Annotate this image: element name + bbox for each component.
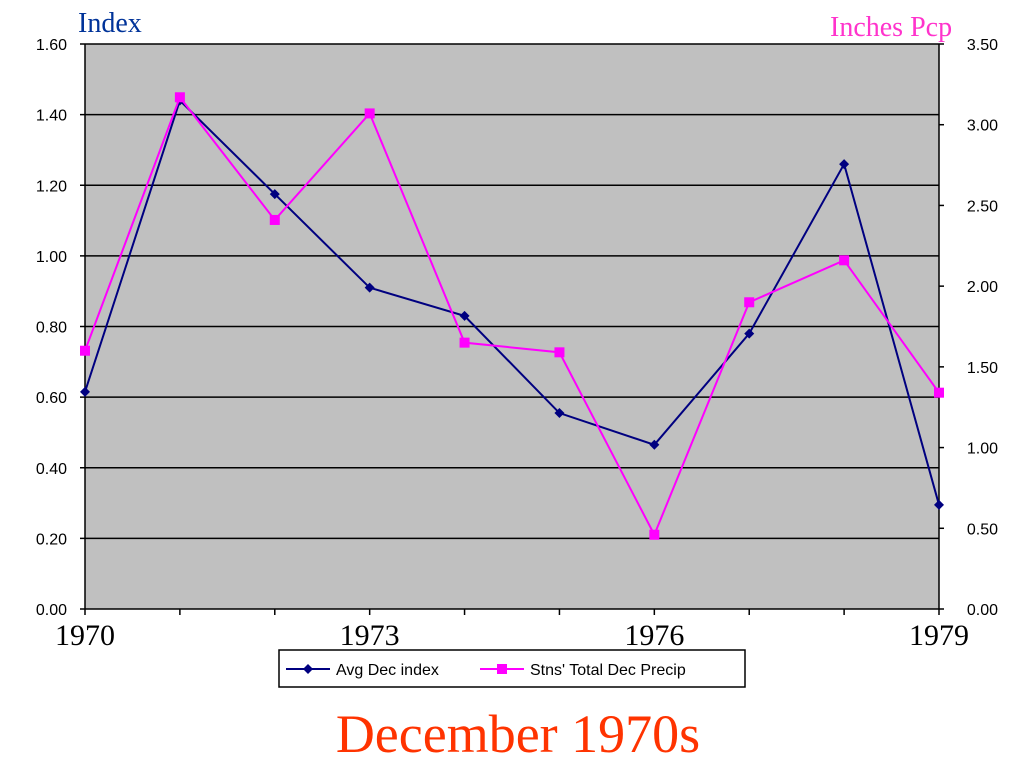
data-point: [364, 108, 375, 119]
data-point: [934, 387, 944, 398]
right-tick-label: 2.00: [967, 279, 998, 296]
right-tick-label: 3.00: [967, 118, 998, 135]
right-tick-label: 2.50: [967, 198, 998, 215]
left-tick-label: 1.60: [36, 37, 67, 54]
right-tick-label: 0.00: [967, 602, 998, 619]
series-line: [84, 95, 940, 538]
data-point: [554, 347, 565, 358]
x-tick-label: 1973: [340, 619, 400, 652]
data-point: [174, 92, 185, 103]
data-point: [839, 255, 850, 266]
left-tick-label: 1.40: [36, 108, 67, 125]
right-axis-label: Inches Pcp: [830, 12, 952, 43]
data-point: [839, 159, 850, 170]
x-tick-label: 1970: [55, 619, 115, 652]
legend-label: Stns' Total Dec Precip: [530, 662, 686, 679]
right-tick-label: 1.00: [967, 441, 998, 458]
gridlines: [85, 43, 939, 540]
data-point: [554, 408, 565, 419]
left-tick-label: 0.40: [36, 461, 67, 478]
right-tick-label: 0.50: [967, 521, 998, 538]
x-tick-label: 1976: [624, 619, 684, 652]
chart-title: December 1970s: [336, 704, 700, 764]
data-point: [459, 310, 470, 321]
left-axis-ticks: 0.00 0.20 0.40 0.60 0.80 1.00 1.20 1.40 1.60: [36, 37, 85, 619]
right-axis-ticks: 0.00 0.50 1.00 1.50 2.00 2.50 3.00 3.50: [939, 37, 998, 619]
data-point: [649, 529, 660, 540]
series-layer: [80, 92, 944, 540]
data-point: [269, 189, 280, 200]
left-tick-label: 1.00: [36, 249, 67, 266]
left-axis-label: Index: [78, 8, 142, 39]
data-point: [744, 328, 755, 339]
left-tick-label: 0.20: [36, 531, 67, 548]
legend: Avg Dec index Stns' Total Dec Precip: [278, 649, 746, 688]
right-tick-label: 3.50: [967, 37, 998, 54]
data-point: [649, 439, 660, 450]
legend-label: Avg Dec index: [336, 662, 439, 679]
data-point: [364, 282, 375, 293]
x-axis-ticks: 1970 1973 1976 1979: [55, 609, 969, 652]
data-point: [934, 499, 944, 510]
left-tick-label: 1.20: [36, 178, 67, 195]
data-point: [80, 386, 90, 397]
data-point: [459, 337, 470, 348]
series-total-dec-precip: [80, 92, 944, 540]
left-tick-label: 0.00: [36, 602, 67, 619]
left-tick-label: 0.80: [36, 320, 67, 337]
series-line: [84, 98, 940, 506]
data-point: [744, 297, 755, 308]
data-point: [269, 214, 280, 225]
right-tick-label: 1.50: [967, 360, 998, 377]
left-tick-label: 0.60: [36, 390, 67, 407]
data-point: [80, 345, 90, 356]
x-tick-label: 1979: [909, 619, 969, 652]
legend-marker: [303, 664, 313, 674]
legend-marker: [497, 664, 507, 674]
